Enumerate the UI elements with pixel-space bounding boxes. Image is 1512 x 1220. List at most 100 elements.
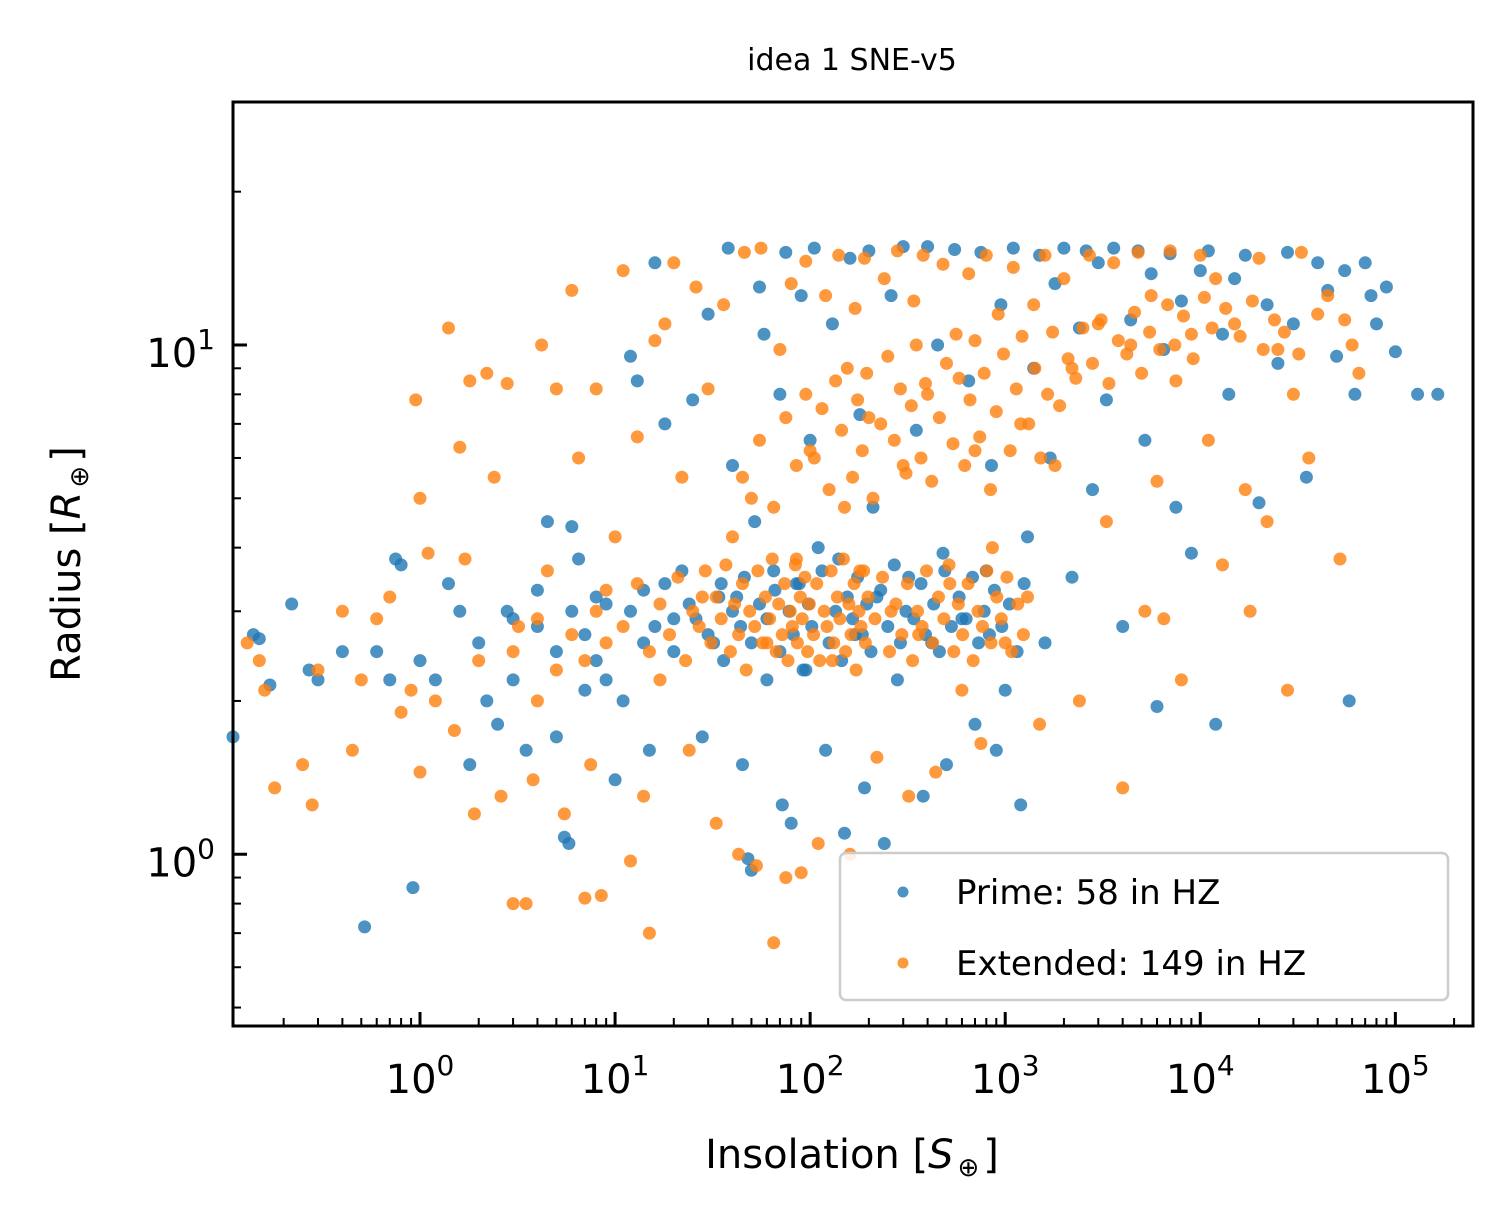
data-point	[1016, 628, 1030, 642]
data-point	[760, 673, 774, 687]
data-point	[955, 683, 969, 697]
data-point	[1330, 349, 1344, 363]
data-point	[919, 377, 932, 390]
data-point	[788, 558, 802, 572]
data-point	[1038, 636, 1052, 650]
data-point	[1111, 334, 1125, 348]
data-point	[704, 636, 718, 650]
data-point	[753, 433, 766, 447]
data-point	[413, 765, 427, 779]
data-point	[648, 334, 662, 348]
data-point	[1184, 546, 1198, 560]
data-point	[958, 459, 972, 472]
data-point	[616, 264, 630, 278]
data-point	[1260, 515, 1274, 529]
data-point	[667, 645, 681, 659]
data-point	[877, 837, 891, 850]
data-point	[494, 789, 508, 803]
data-point	[854, 620, 868, 633]
legend-label-extended: Extended: 149 in HZ	[956, 944, 1306, 984]
data-point	[1157, 612, 1171, 626]
data-point	[1348, 387, 1362, 401]
data-point	[778, 577, 792, 591]
data-point	[358, 920, 372, 934]
data-point	[589, 590, 603, 604]
data-point	[1057, 241, 1071, 255]
data-point	[948, 243, 962, 256]
data-point	[754, 241, 768, 255]
data-point	[1186, 352, 1200, 366]
data-point	[512, 620, 525, 633]
data-point	[904, 399, 918, 413]
data-point	[1011, 597, 1025, 611]
data-point	[839, 645, 853, 659]
data-point	[991, 307, 1005, 321]
data-point	[940, 356, 953, 370]
data-point	[847, 577, 861, 591]
data-point	[658, 317, 672, 331]
data-point	[1169, 500, 1183, 514]
data-point	[689, 280, 703, 294]
data-point	[335, 604, 349, 618]
data-point	[887, 558, 901, 572]
data-point	[305, 798, 319, 812]
data-point	[736, 577, 749, 591]
data-point	[1028, 361, 1042, 375]
data-point	[877, 272, 891, 286]
data-point	[1431, 387, 1445, 401]
data-point	[1209, 272, 1223, 286]
data-point	[383, 590, 397, 604]
data-point	[1150, 474, 1164, 488]
data-point	[751, 564, 765, 578]
data-point	[1128, 305, 1141, 319]
data-point	[1015, 329, 1029, 343]
data-point	[937, 612, 951, 626]
data-point	[1069, 371, 1083, 385]
y-tick-label: 101	[146, 323, 215, 377]
data-point	[906, 654, 920, 668]
data-point	[1177, 309, 1190, 323]
data-point	[1116, 781, 1130, 795]
data-point	[1021, 530, 1034, 544]
data-point	[1364, 289, 1378, 303]
data-point	[491, 717, 505, 731]
data-point	[1358, 256, 1372, 270]
data-point	[719, 558, 733, 572]
data-point	[616, 694, 630, 708]
data-point	[686, 393, 700, 407]
data-point	[1345, 338, 1359, 352]
data-point	[1006, 241, 1020, 255]
data-point	[530, 694, 544, 708]
data-point	[793, 590, 807, 604]
data-point	[682, 743, 696, 757]
data-point	[749, 859, 763, 873]
data-point	[428, 694, 442, 708]
data-point	[807, 241, 821, 255]
x-tick-label: 103	[971, 1049, 1040, 1103]
data-point	[616, 620, 630, 633]
data-point	[811, 541, 825, 555]
data-point	[858, 781, 871, 795]
data-point	[1072, 694, 1086, 708]
data-point	[815, 402, 829, 416]
data-point	[589, 382, 603, 396]
data-point	[971, 604, 985, 618]
data-point	[1233, 329, 1247, 343]
data-point	[794, 289, 808, 303]
data-point	[811, 837, 825, 850]
data-point	[1099, 393, 1113, 407]
data-point	[997, 347, 1010, 361]
data-point	[599, 583, 613, 597]
data-point	[1228, 317, 1242, 331]
data-point	[663, 628, 676, 642]
data-point	[779, 411, 793, 425]
data-point	[463, 758, 477, 772]
data-point	[914, 451, 928, 465]
data-point	[565, 628, 579, 642]
data-point	[671, 570, 685, 584]
data-point	[1379, 280, 1393, 294]
data-point	[1017, 577, 1031, 591]
legend-marker-extended	[897, 957, 909, 969]
data-point	[866, 500, 880, 514]
